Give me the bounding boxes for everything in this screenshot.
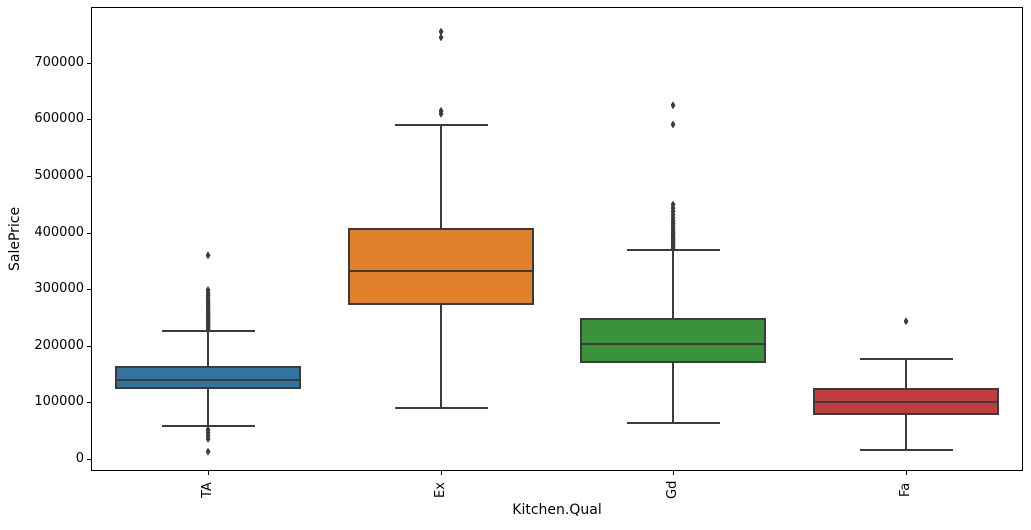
x-axis-label: Kitchen.Qual (512, 502, 602, 518)
outlier-point (670, 200, 676, 209)
y-tick-label: 700000 (34, 54, 84, 70)
whisker-line-lower (440, 305, 442, 409)
outlier-point (205, 251, 211, 260)
y-tick-label: 100000 (34, 394, 84, 410)
whisker-cap-upper (394, 123, 488, 126)
y-tick-label: 0 (75, 451, 84, 467)
x-tick-label-TA: TA (200, 482, 215, 498)
y-tick-mark (87, 289, 91, 291)
whisker-cap-upper (859, 358, 953, 360)
outlier-point (438, 27, 444, 36)
y-tick-label: 200000 (34, 337, 84, 353)
x-tick-mark (441, 471, 442, 475)
y-tick-label: 500000 (34, 168, 84, 183)
x-tick-mark (208, 471, 209, 475)
outlier-point (903, 317, 909, 326)
whisker-cap-lower (394, 407, 488, 410)
y-tick-mark (87, 176, 91, 177)
x-tick-mark (673, 471, 674, 475)
whisker-line-upper (672, 250, 674, 319)
y-tick-mark (87, 232, 91, 234)
x-tick-mark (906, 471, 907, 475)
whisker-line-lower (207, 389, 209, 426)
outlier-point (438, 33, 444, 42)
median-line (348, 270, 534, 273)
y-tick-mark (87, 119, 91, 121)
y-tick-label: 400000 (34, 224, 84, 240)
y-tick-mark (87, 345, 91, 347)
plot-area (91, 7, 1023, 471)
median-line (580, 342, 766, 345)
y-tick-mark (87, 459, 91, 461)
x-tick-label-Gd: Gd (665, 480, 680, 500)
outlier-point (205, 447, 211, 456)
y-tick-label: 600000 (34, 111, 84, 127)
whisker-line-lower (672, 362, 674, 424)
median-line (813, 401, 999, 404)
outlier-point (670, 120, 676, 129)
whisker-line-lower (905, 415, 907, 450)
outlier-point (670, 101, 676, 110)
box-rect-Gd (580, 318, 766, 363)
whisker-cap-lower (626, 422, 720, 425)
median-line (115, 379, 301, 382)
outlier-point (205, 434, 211, 443)
y-tick-label: 300000 (34, 281, 84, 297)
whisker-line-upper (905, 359, 907, 389)
x-tick-label-Fa: Fa (898, 482, 913, 498)
x-tick-label-Ex: Ex (433, 482, 448, 498)
box-rect-TA (115, 366, 301, 390)
y-tick-mark (87, 62, 91, 64)
y-tick-mark (87, 402, 91, 404)
whisker-cap-lower (859, 449, 953, 452)
outlier-point (205, 286, 211, 295)
whisker-line-upper (440, 124, 442, 228)
box-rect-Ex (348, 227, 534, 306)
whisker-line-upper (207, 330, 209, 367)
outlier-point (438, 106, 444, 115)
